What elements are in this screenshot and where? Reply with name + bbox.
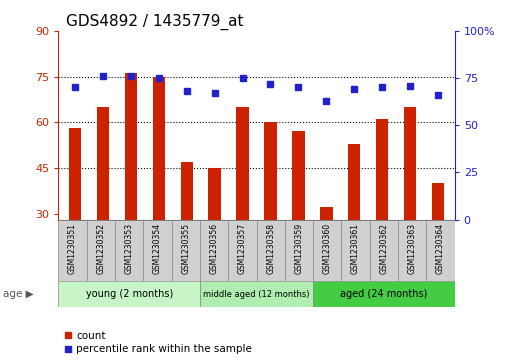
- Bar: [285, 220, 313, 281]
- Text: GSM1230352: GSM1230352: [97, 223, 105, 274]
- Bar: [200, 281, 313, 307]
- Bar: [313, 281, 455, 307]
- Text: GSM1230364: GSM1230364: [436, 223, 445, 274]
- Bar: [341, 220, 370, 281]
- Bar: [426, 220, 455, 281]
- Legend: count, percentile rank within the sample: count, percentile rank within the sample: [64, 331, 252, 354]
- Bar: [236, 107, 249, 305]
- Bar: [180, 162, 193, 305]
- Bar: [97, 107, 109, 305]
- Bar: [152, 77, 165, 305]
- Bar: [348, 143, 361, 305]
- Bar: [87, 220, 115, 281]
- Bar: [208, 168, 221, 305]
- Bar: [200, 220, 228, 281]
- Bar: [58, 281, 200, 307]
- Text: GSM1230356: GSM1230356: [210, 223, 218, 274]
- Bar: [404, 107, 416, 305]
- Text: middle aged (12 months): middle aged (12 months): [203, 290, 310, 298]
- Text: GSM1230353: GSM1230353: [124, 223, 134, 274]
- Text: GSM1230357: GSM1230357: [238, 223, 247, 274]
- Text: young (2 months): young (2 months): [85, 289, 173, 299]
- Text: GSM1230354: GSM1230354: [153, 223, 162, 274]
- Bar: [143, 220, 172, 281]
- Text: GSM1230351: GSM1230351: [68, 223, 77, 274]
- Text: aged (24 months): aged (24 months): [340, 289, 428, 299]
- Text: age ▶: age ▶: [3, 289, 33, 299]
- Bar: [370, 220, 398, 281]
- Bar: [58, 220, 87, 281]
- Text: GSM1230361: GSM1230361: [351, 223, 360, 274]
- Text: GSM1230359: GSM1230359: [295, 223, 303, 274]
- Bar: [320, 207, 333, 305]
- Text: GDS4892 / 1435779_at: GDS4892 / 1435779_at: [67, 13, 244, 29]
- Text: GSM1230360: GSM1230360: [323, 223, 332, 274]
- Bar: [264, 122, 277, 305]
- Bar: [228, 220, 257, 281]
- Bar: [69, 128, 81, 305]
- Bar: [115, 220, 143, 281]
- Bar: [257, 220, 285, 281]
- Bar: [398, 220, 426, 281]
- Text: GSM1230362: GSM1230362: [379, 223, 389, 274]
- Bar: [124, 73, 137, 305]
- Text: GSM1230355: GSM1230355: [181, 223, 190, 274]
- Bar: [172, 220, 200, 281]
- Bar: [432, 183, 444, 305]
- Text: GSM1230363: GSM1230363: [408, 223, 417, 274]
- Bar: [376, 119, 389, 305]
- Bar: [313, 220, 341, 281]
- Bar: [292, 131, 305, 305]
- Text: GSM1230358: GSM1230358: [266, 223, 275, 274]
